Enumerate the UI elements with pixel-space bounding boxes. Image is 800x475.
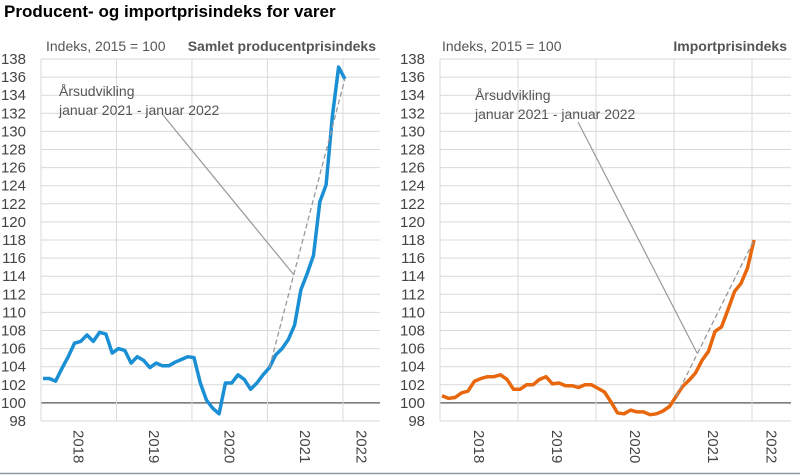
y-tick-label: 136 bbox=[1, 69, 26, 86]
annotation-line1: Årsudvikling bbox=[59, 83, 134, 99]
chart-title: Producent- og importprisindeks for varer bbox=[4, 2, 336, 21]
y-tick-label: 132 bbox=[1, 105, 26, 122]
y-tick-label: 122 bbox=[1, 196, 26, 213]
y-tick-label: 126 bbox=[1, 160, 26, 177]
y-tick-label: 124 bbox=[1, 178, 26, 195]
y-tick-label: 138 bbox=[400, 51, 425, 68]
y-tick-label: 124 bbox=[400, 178, 425, 195]
y-tick-label: 118 bbox=[2, 232, 26, 249]
y-tick-label: 98 bbox=[408, 413, 425, 430]
y-tick-label: 102 bbox=[400, 377, 425, 394]
y-tick-label: 114 bbox=[2, 268, 26, 285]
y-tick-label: 136 bbox=[400, 69, 425, 86]
y-tick-label: 126 bbox=[400, 160, 425, 177]
y-tick-label: 132 bbox=[400, 105, 425, 122]
y-tick-label: 118 bbox=[401, 232, 425, 249]
y-tick-label: 134 bbox=[400, 87, 425, 104]
y-tick-label: 112 bbox=[401, 286, 425, 303]
y-tick-label: 106 bbox=[1, 341, 26, 358]
y-tick-label: 110 bbox=[401, 304, 425, 321]
x-tick-label: 2021 bbox=[296, 430, 313, 463]
y-tick-label: 134 bbox=[1, 87, 26, 104]
x-tick-label: 2018 bbox=[70, 430, 87, 463]
x-tick-label: 2020 bbox=[221, 430, 238, 463]
x-tick-label: 2018 bbox=[470, 430, 487, 463]
y-tick-label: 128 bbox=[400, 142, 425, 159]
x-tick-label: 2021 bbox=[704, 430, 721, 463]
y-tick-label: 122 bbox=[400, 196, 425, 213]
y-tick-label: 114 bbox=[401, 268, 425, 285]
y-tick-label: 130 bbox=[1, 123, 26, 140]
y-tick-label: 128 bbox=[1, 142, 26, 159]
x-tick-label: 2022 bbox=[352, 430, 369, 463]
panel-title: Samlet producentprisindeks bbox=[188, 38, 376, 54]
yearly-change-line bbox=[675, 239, 755, 397]
y-tick-label: 102 bbox=[1, 377, 26, 394]
y-tick-label: 138 bbox=[1, 51, 26, 68]
y-tick-label: 120 bbox=[1, 214, 26, 231]
panel-title: Importprisindeks bbox=[673, 38, 787, 54]
y-tick-label: 100 bbox=[400, 395, 425, 412]
y-tick-label: 130 bbox=[400, 123, 425, 140]
annotation-line2: januar 2021 - januar 2022 bbox=[58, 102, 220, 118]
y-tick-label: 98 bbox=[9, 413, 26, 430]
x-tick-label: 2019 bbox=[145, 430, 162, 463]
y-tick-label: 116 bbox=[2, 250, 26, 267]
y-tick-label: 104 bbox=[400, 359, 425, 376]
x-tick-label: 2019 bbox=[548, 430, 565, 463]
y-tick-label: 106 bbox=[400, 341, 425, 358]
annotation-leader bbox=[577, 121, 698, 354]
y-tick-label: 104 bbox=[1, 359, 26, 376]
y-tick-label: 110 bbox=[2, 304, 26, 321]
y-tick-label: 120 bbox=[400, 214, 425, 231]
x-tick-label: 2022 bbox=[763, 430, 780, 463]
y-axis-label: Indeks, 2015 = 100 bbox=[442, 38, 562, 54]
annotation-line1: Årsudvikling bbox=[475, 87, 550, 103]
y-tick-label: 112 bbox=[2, 286, 26, 303]
y-axis-label: Indeks, 2015 = 100 bbox=[46, 38, 166, 54]
y-tick-label: 108 bbox=[400, 323, 425, 340]
x-tick-label: 2020 bbox=[626, 430, 643, 463]
yearly-change-line bbox=[268, 78, 346, 368]
annotation-leader bbox=[162, 114, 295, 276]
chart-panel-1: 9810010210410610811011211411611812012212… bbox=[1, 38, 380, 463]
y-tick-label: 100 bbox=[1, 395, 26, 412]
chart-panel-2: 9810010210410610811011211411611812012212… bbox=[400, 38, 791, 463]
y-tick-label: 108 bbox=[1, 323, 26, 340]
y-tick-label: 116 bbox=[401, 250, 425, 267]
annotation-line2: januar 2021 - januar 2022 bbox=[474, 106, 636, 122]
